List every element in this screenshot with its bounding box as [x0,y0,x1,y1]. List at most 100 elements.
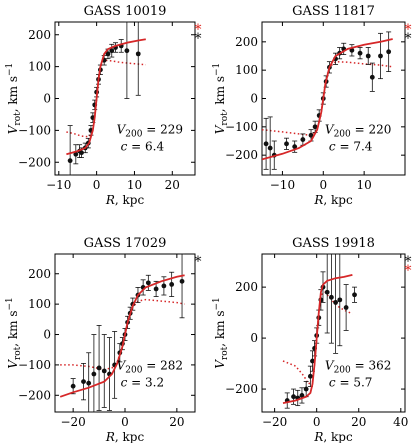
annotation-c: c = 7.4 [329,140,373,154]
data-point [343,305,349,310]
data-point [308,132,314,138]
y-label-exp: −1 [212,297,222,310]
y-tick-label: −100 [18,358,51,372]
v200-value: = 282 [142,358,183,372]
y-tick-label: −200 [225,148,258,162]
panel-title: GASS 10019 [84,4,167,19]
v200-symbol: V [325,358,335,372]
v200-subscript: 200 [334,130,351,140]
y-tick-label: 100 [28,297,51,311]
data-point [328,294,334,300]
c-symbol: c [121,140,128,154]
y-label-var: V [6,359,20,369]
x-tick-label: 0 [121,415,129,429]
panel-title: GASS 17029 [84,236,167,251]
y-tick-label: 0 [250,331,258,345]
panel-title: GASS 11817 [292,4,375,19]
c-value: = 5.7 [336,375,373,389]
data-point [81,379,86,385]
data-point [324,289,330,295]
annotation-v200: V200 = 229 [117,123,183,140]
y-tick-label: 200 [28,28,51,42]
y-tick-label: −200 [18,388,51,402]
model-curve [262,38,393,161]
v200-subscript: 200 [125,130,142,140]
v200-symbol: V [117,358,127,372]
model-curve [66,38,146,156]
data-point [263,141,269,147]
x-tick-label: 0 [313,415,321,429]
data-point [267,145,273,151]
asterisk-marker: * [405,31,412,47]
x-axis-label: R, kpc [313,430,353,443]
data-point [369,74,375,80]
y-tick-label: 0 [43,92,51,106]
data-point [91,371,97,377]
data-point [67,158,73,164]
data-point [101,368,107,374]
data-point [135,51,141,57]
v200-value: = 220 [351,123,392,137]
data-point [79,150,84,156]
x-tick-label: 10 [127,178,142,192]
annotation-c: c = 6.4 [121,140,165,154]
y-tick-label: −200 [225,382,258,396]
x-tick-label: −20 [60,415,85,429]
data-point [105,51,111,57]
c-symbol: c [329,140,336,154]
x-tick-label: 40 [393,415,408,429]
data-point [109,48,115,54]
y-label-unit: , km s [6,76,20,112]
y-tick-label: 100 [28,60,51,74]
x-label-var: R [105,430,115,443]
y-tick-label: −100 [18,123,51,137]
x-label-var: R [105,193,115,207]
annotation-c: c = 5.7 [329,375,373,389]
y-label-unit: , km s [213,76,227,112]
data-point [307,373,313,379]
c-value: = 6.4 [127,140,164,154]
asterisk-marker: * [195,254,202,270]
dotted-model-curve [66,59,146,138]
data-point [386,49,392,55]
data-point [312,124,318,130]
x-tick-label: 20 [165,178,180,192]
y-axis-label: Vrot, km s−1 [212,63,230,135]
y-label-exp: −1 [5,297,15,310]
data-point [333,300,339,305]
x-label-unit: , kpc [323,430,353,443]
y-tick-label: 200 [28,267,51,281]
x-axis-label: R, kpc [313,193,353,207]
x-tick-label: 0 [319,178,327,192]
y-label-var: V [6,124,20,134]
y-tick-label: 0 [250,92,258,106]
y-label-unit: , km s [6,311,20,347]
y-label-var: V [213,359,227,369]
x-label-var: R [313,430,323,443]
y-label-sub: rot [13,112,23,126]
y-tick-label: 0 [43,328,51,342]
annotation-c: c = 3.2 [121,375,165,389]
panel-title: GASS 19918 [292,236,375,251]
v200-symbol: V [117,123,127,137]
data-point [284,141,289,147]
v200-subscript: 200 [334,365,351,375]
y-tick-label: 100 [235,63,258,77]
asterisk-marker: * [405,263,412,279]
data-point [96,365,102,371]
data-point [145,280,151,286]
x-tick-label: 10 [357,178,372,192]
data-point [378,53,383,59]
y-label-sub: rot [220,112,230,126]
data-point [73,151,79,157]
c-value: = 7.4 [336,140,373,154]
data-point [161,283,167,289]
y-label-unit: , km s [213,311,227,347]
x-tick-label: 20 [169,415,184,429]
data-point [124,48,130,54]
v200-value: = 229 [142,123,183,137]
